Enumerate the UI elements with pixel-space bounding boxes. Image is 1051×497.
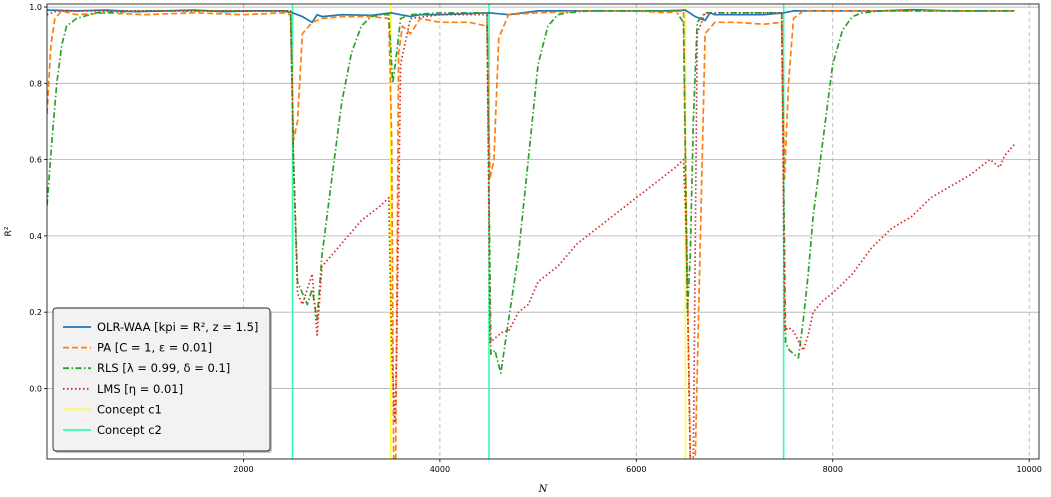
y-tick-label: 1.0 [29, 3, 42, 12]
y-tick-label: 0.2 [29, 308, 42, 317]
legend-label: PA [C = 1, ε = 0.01] [97, 341, 212, 355]
legend-label: OLR-WAA [kpi = R², z = 1.5] [97, 320, 258, 334]
y-tick-label: 0.4 [29, 232, 42, 241]
x-tick-label: 6000 [626, 465, 646, 474]
legend-box [52, 307, 271, 452]
series-lines [47, 8, 1016, 459]
x-axis-label: N [538, 484, 549, 495]
legend: OLR-WAA [kpi = R², z = 1.5] PA [C = 1, ε … [52, 307, 272, 453]
series-line-3 [47, 10, 1016, 459]
y-tick-label: 0.6 [29, 156, 42, 165]
legend-label: Concept c2 [97, 423, 162, 437]
x-tick-label: 2000 [233, 465, 253, 474]
legend-label: LMS [η = 0.01] [97, 382, 183, 396]
y-tick-label: 0.8 [29, 79, 42, 88]
x-tick-label: 4000 [430, 465, 450, 474]
concept-lines [291, 4, 785, 459]
legend-label: RLS [λ = 0.99, δ = 0.1] [97, 361, 230, 375]
legend-label: Concept c1 [97, 402, 162, 416]
plot-frame [46, 3, 1040, 460]
y-axis-label: R² [4, 226, 14, 236]
y-tick-label: 0.0 [29, 384, 42, 393]
series-line-2 [47, 10, 1015, 375]
axis-ticks: 0.0 0.2 0.4 0.6 0.8 1.0 2000 4000 6000 8000 10000 [29, 3, 1042, 474]
x-tick-label: 10000 [1016, 465, 1041, 474]
x-tick-label: 8000 [823, 465, 843, 474]
